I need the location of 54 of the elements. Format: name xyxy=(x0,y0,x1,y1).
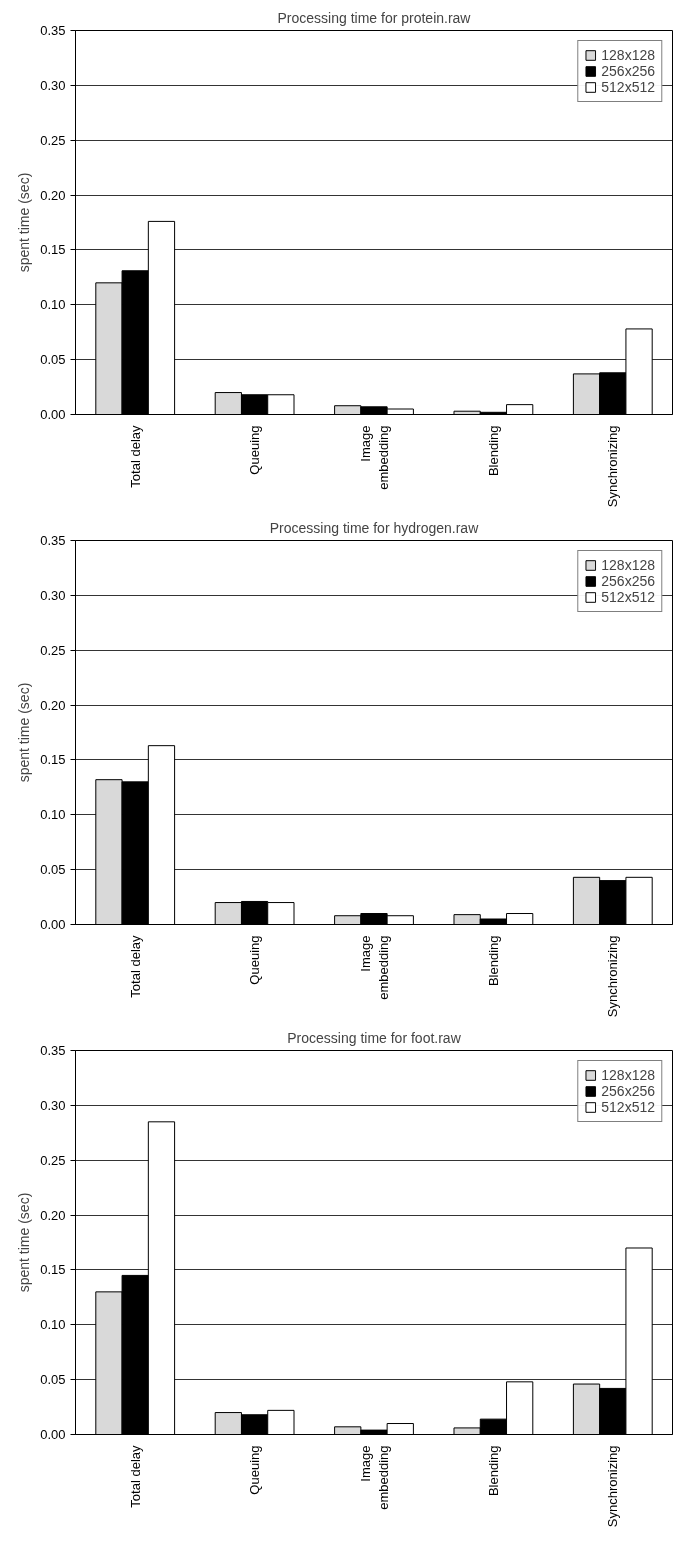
x-tick-label: Image embedding xyxy=(357,935,391,1000)
y-tick-label: 0.25 xyxy=(40,642,66,658)
x-tick-label: Blending xyxy=(485,425,501,477)
y-tick-label: 0.10 xyxy=(40,807,66,823)
legend-label: 256x256 xyxy=(601,1083,655,1099)
y-tick-label: 0.35 xyxy=(40,533,66,548)
y-tick-label: 0.20 xyxy=(40,697,66,713)
y-tick-label: 0.00 xyxy=(40,917,66,932)
chart-title: Processing time for protein.raw xyxy=(277,9,472,26)
chart-title: Processing time for foot.raw xyxy=(287,1029,462,1046)
x-tick-label: Queuing xyxy=(247,425,263,475)
x-tick-label: Total delay xyxy=(127,1445,143,1508)
y-tick-label: 0.30 xyxy=(40,77,66,93)
y-tick-label: 0.25 xyxy=(40,1152,66,1168)
x-tick-label: Synchronizing xyxy=(605,425,621,508)
x-tick-label: Queuing xyxy=(247,935,263,985)
y-tick-label: 0.35 xyxy=(40,1043,66,1058)
chart-title: Processing time for hydrogen.raw xyxy=(269,519,480,536)
y-tick-label: 0.00 xyxy=(40,1427,66,1442)
y-tick-label: 0.15 xyxy=(40,1262,66,1278)
y-tick-label: 0.10 xyxy=(40,1317,66,1333)
y-tick-label: 0.05 xyxy=(40,352,66,368)
y-tick-label: 0.15 xyxy=(40,752,66,768)
y-tick-label: 0.30 xyxy=(40,587,66,603)
y-tick-label: 0.00 xyxy=(40,407,66,422)
y-tick-label: 0.10 xyxy=(40,297,66,313)
legend-label: 128x128 xyxy=(601,47,655,63)
x-tick-label: Image embedding xyxy=(357,1445,391,1510)
legend-label: 512x512 xyxy=(601,79,655,95)
x-tick-label: Synchronizing xyxy=(605,935,621,1018)
y-tick-label: 0.05 xyxy=(40,862,66,878)
y-tick-label: 0.05 xyxy=(40,1372,66,1388)
x-tick-label: Blending xyxy=(485,1445,501,1497)
x-tick-label: Queuing xyxy=(247,1445,263,1495)
legend-label: 256x256 xyxy=(601,63,655,79)
legend-label: 512x512 xyxy=(601,1099,655,1115)
legend-label: 128x128 xyxy=(601,557,655,573)
y-axis-title: spent time (sec) xyxy=(16,1192,33,1293)
y-tick-label: 0.30 xyxy=(40,1097,66,1113)
y-tick-label: 0.35 xyxy=(40,23,66,38)
x-tick-label: Image embedding xyxy=(357,425,391,490)
y-axis-title: spent time (sec) xyxy=(16,682,33,783)
y-tick-label: 0.15 xyxy=(40,242,66,258)
legend-label: 512x512 xyxy=(601,589,655,605)
legend-label: 128x128 xyxy=(601,1067,655,1083)
x-tick-label: Total delay xyxy=(127,425,143,488)
x-tick-label: Blending xyxy=(485,935,501,987)
legend-label: 256x256 xyxy=(601,573,655,589)
y-tick-label: 0.20 xyxy=(40,187,66,203)
x-tick-label: Total delay xyxy=(127,935,143,998)
y-tick-label: 0.20 xyxy=(40,1207,66,1223)
y-axis-title: spent time (sec) xyxy=(16,172,33,273)
x-tick-label: Synchronizing xyxy=(605,1445,621,1528)
y-tick-label: 0.25 xyxy=(40,132,66,148)
